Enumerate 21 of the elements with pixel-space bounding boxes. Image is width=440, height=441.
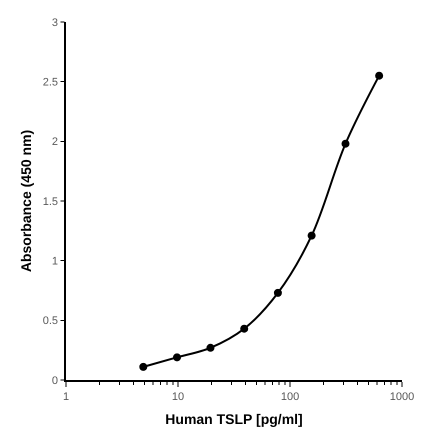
point (240, 324, 248, 333)
x-tick-label: 1000 (390, 390, 414, 403)
y-tick-label: 2.5 (42, 76, 58, 89)
y-tick-label: 1 (52, 256, 58, 268)
x-tick-label: 1 (62, 390, 70, 403)
y-tick-label: 1.5 (42, 196, 58, 208)
y-tick-label: 0 (52, 374, 58, 387)
y-tick-label: 2 (52, 136, 58, 148)
point (274, 288, 282, 297)
point (308, 232, 316, 240)
point (375, 72, 384, 80)
x-tick-label: 10 (172, 390, 184, 403)
y-axis-title: Absorbance (450 nm) (18, 130, 34, 272)
x-axis-title: Human TSLP [pg/ml] (165, 410, 303, 427)
x-tick-label: 100 (280, 390, 300, 403)
y-tick-label: 0.5 (42, 315, 58, 328)
point (139, 362, 148, 371)
y-tick-label: 3 (52, 16, 58, 29)
point (342, 140, 350, 148)
point (206, 344, 214, 352)
point (173, 353, 182, 362)
